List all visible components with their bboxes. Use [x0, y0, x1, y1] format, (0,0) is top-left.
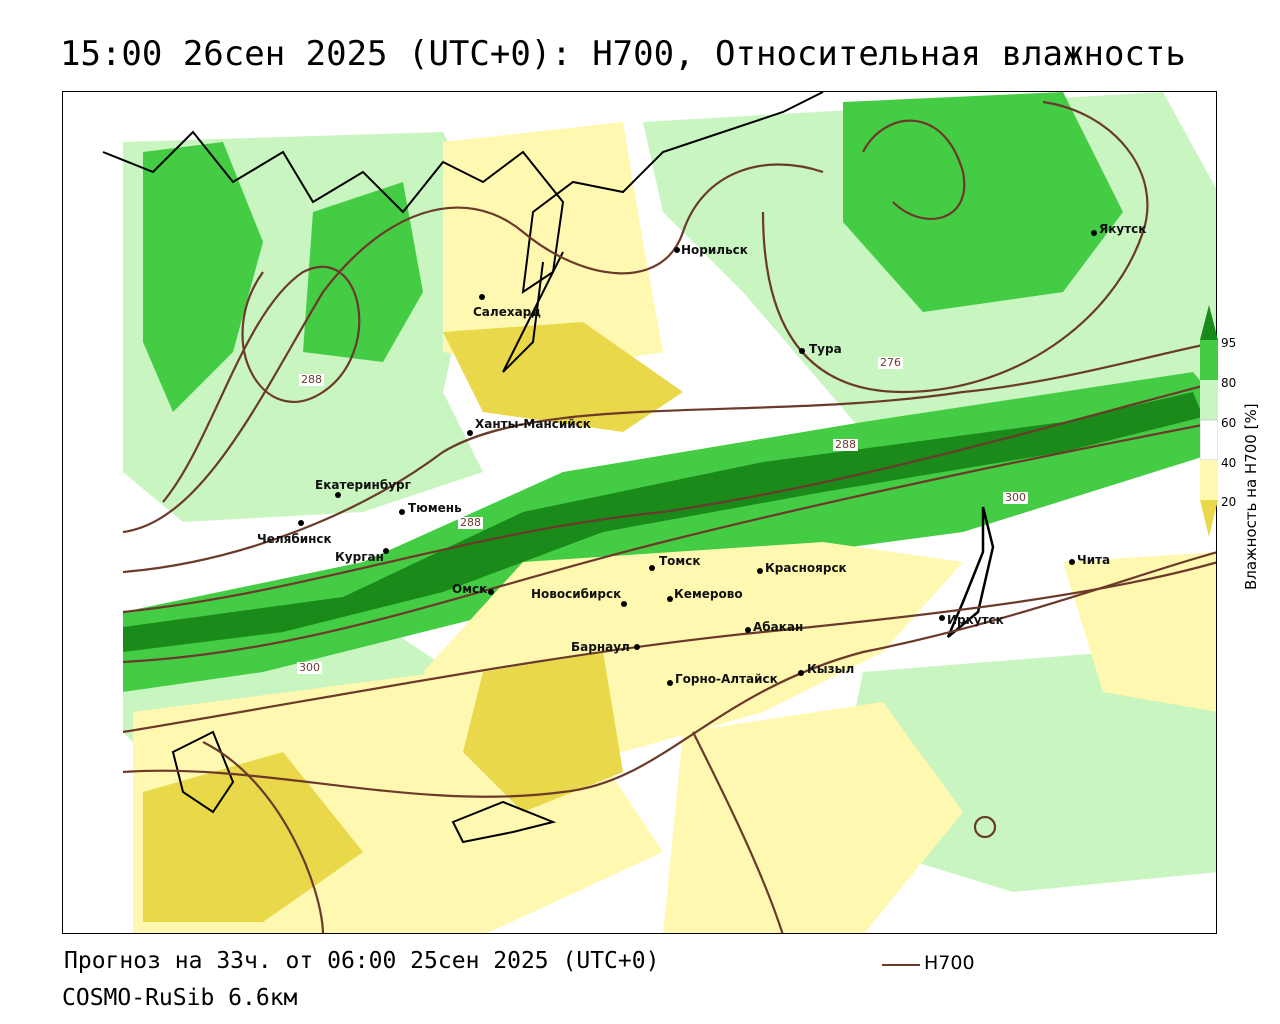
- contour-label: 300: [1003, 491, 1028, 504]
- city-label: Кызыл: [807, 662, 855, 676]
- city-dot: [399, 509, 405, 515]
- dry-region-south-dark: [463, 652, 623, 812]
- city-label: Тура: [809, 342, 842, 356]
- city-dot: [298, 520, 304, 526]
- colorbar-band-60-80: [1200, 380, 1218, 420]
- city-label: Тюмень: [408, 501, 462, 515]
- contour-label: 288: [299, 373, 324, 386]
- city-label: Новосибирск: [531, 587, 622, 601]
- colorbar-band-40-60: [1200, 419, 1218, 461]
- dry-region-north: [443, 122, 663, 372]
- city-dot: [634, 644, 640, 650]
- colorbar-top-arrow: [1200, 305, 1218, 340]
- lake-balkhash: [451, 800, 557, 844]
- humidity-colorbar: [1200, 305, 1218, 537]
- colorbar-title: Влажность на H700 [%]: [1242, 403, 1260, 590]
- city-dot: [1091, 230, 1097, 236]
- h700-legend-swatch: [882, 964, 920, 966]
- city-label: Горно-Алтайск: [675, 672, 778, 686]
- humidity-region-mid-northeast: [843, 92, 1123, 312]
- colorbar-band-20-40: [1200, 460, 1218, 500]
- city-dot: [798, 670, 804, 676]
- forecast-info: Прогноз на 33ч. от 06:00 25сен 2025 (UTC…: [64, 948, 660, 974]
- caspian-shore: [171, 730, 235, 814]
- colorbar-bottom-arrow: [1200, 500, 1218, 537]
- city-dot: [383, 548, 389, 554]
- city-label: Екатеринбург: [315, 478, 411, 492]
- colorbar-tick: 95: [1221, 336, 1237, 350]
- city-dot: [1069, 559, 1075, 565]
- city-dot: [667, 596, 673, 602]
- city-label: Омск: [452, 582, 488, 596]
- dry-region-east: [1063, 552, 1216, 712]
- city-dot: [667, 680, 673, 686]
- contour-label: 288: [458, 516, 483, 529]
- city-label: Барнаул: [571, 640, 630, 654]
- dry-region-southeast: [663, 702, 963, 933]
- weather-map: 288 276 288 288 300 300 Норильск Якутск …: [62, 91, 1217, 934]
- map-title: 15:00 26сен 2025 (UTC+0): H700, Относите…: [60, 34, 1186, 74]
- city-dot: [799, 348, 805, 354]
- contour-label: 276: [878, 356, 903, 369]
- city-label: Чита: [1077, 553, 1111, 567]
- colorbar-tick: 60: [1221, 416, 1237, 430]
- colorbar-band-80-95: [1200, 340, 1218, 380]
- city-dot: [757, 568, 763, 574]
- city-label: Томск: [659, 554, 701, 568]
- city-label: Иркутск: [947, 613, 1004, 627]
- city-label: Салехард: [473, 305, 541, 319]
- city-dot: [488, 589, 494, 595]
- humidity-field: [102, 92, 1216, 933]
- lake-baikal: [946, 506, 995, 638]
- colorbar-tick: 20: [1221, 495, 1237, 509]
- humidity-region-mid-northwest: [143, 142, 263, 412]
- city-label: Абакан: [753, 620, 804, 634]
- dry-region-north-dark: [443, 322, 683, 432]
- city-label: Кемерово: [674, 587, 743, 601]
- city-label: Красноярск: [765, 561, 847, 575]
- coastline-arctic: [102, 92, 824, 295]
- city-dot: [479, 294, 485, 300]
- coastline-arctic-2: [502, 251, 564, 373]
- city-dot: [621, 601, 627, 607]
- city-dot: [674, 247, 680, 253]
- contour-label: 300: [297, 661, 322, 674]
- colorbar-tick: 80: [1221, 376, 1237, 390]
- city-dot: [649, 565, 655, 571]
- city-label: Ханты-Мансийск: [475, 417, 591, 431]
- h700-contours: [122, 100, 1216, 933]
- city-dot: [467, 430, 473, 436]
- city-label: Норильск: [681, 243, 748, 257]
- city-dot: [939, 615, 945, 621]
- colorbar-tick: 40: [1221, 456, 1237, 470]
- h700-legend-label: H700: [924, 952, 975, 974]
- city-dot: [745, 627, 751, 633]
- contour-label: 288: [833, 438, 858, 451]
- city-label: Якутск: [1099, 222, 1147, 236]
- model-name: COSMO-RuSib 6.6км: [62, 985, 298, 1011]
- city-label: Курган: [335, 550, 384, 564]
- city-label: Челябинск: [257, 532, 332, 546]
- dry-region-southwest-dark: [143, 752, 363, 922]
- city-dot: [335, 492, 341, 498]
